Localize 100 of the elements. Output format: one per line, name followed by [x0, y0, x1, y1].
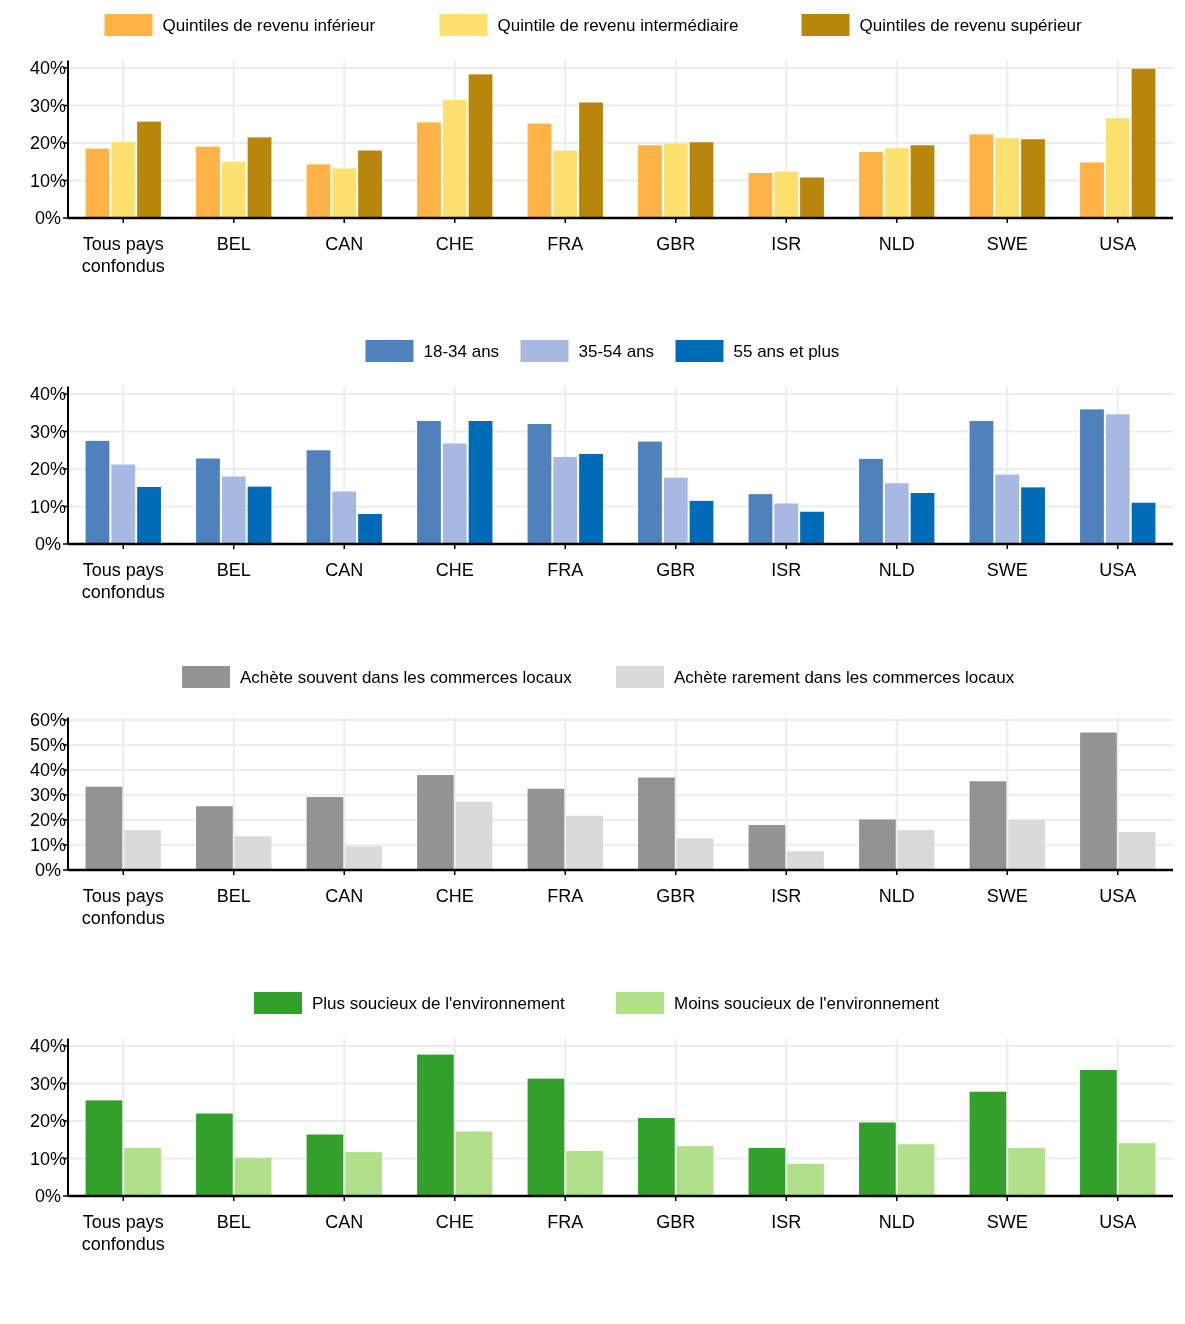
legend-label: Achète rarement dans les commerces locaux — [674, 668, 1015, 687]
bar — [196, 1113, 233, 1196]
x-tick-label: SWE — [986, 234, 1028, 254]
legend-label: Quintile de revenu intermédiaire — [497, 16, 739, 35]
x-tick-label: CHE — [435, 560, 474, 580]
x-tick-label: FRA — [547, 1212, 584, 1232]
bar — [1008, 1148, 1045, 1196]
x-tick-label: GBR — [656, 886, 696, 906]
x-tick-label: ISR — [771, 234, 802, 254]
bar — [1080, 1070, 1117, 1196]
bar — [897, 1144, 935, 1196]
bar — [995, 474, 1020, 544]
y-tick-label: 0% — [34, 208, 62, 228]
x-tick-label: CHE — [435, 234, 474, 254]
bar — [566, 1151, 603, 1196]
x-tick-label: CAN — [325, 560, 364, 580]
bar — [1021, 487, 1045, 544]
bar — [800, 511, 824, 544]
bar — [638, 441, 662, 544]
y-tick-label: 0% — [34, 534, 62, 554]
bar — [137, 121, 161, 218]
bar — [455, 1131, 493, 1196]
bar — [442, 99, 467, 218]
bar — [1021, 139, 1045, 218]
y-tick-label: 30% — [29, 95, 67, 116]
bar — [85, 440, 110, 544]
x-tick-label: NLD — [878, 1212, 915, 1232]
bar — [566, 815, 603, 870]
bar — [748, 825, 786, 870]
bar — [1105, 118, 1130, 218]
bar — [442, 443, 467, 544]
bar — [124, 1148, 161, 1196]
bar — [859, 458, 883, 544]
bar — [663, 477, 688, 544]
bar — [969, 421, 994, 544]
x-tick-label: USA — [1099, 234, 1137, 254]
bar — [638, 145, 662, 218]
x-tick-label: BEL — [216, 886, 251, 906]
bar — [196, 806, 233, 870]
bar — [85, 148, 110, 218]
y-tick-label: 10% — [29, 835, 67, 855]
x-tick-label: GBR — [656, 234, 696, 254]
legend-label: Quintiles de revenu supérieur — [859, 16, 1082, 35]
bar — [247, 137, 272, 218]
y-tick-label: 60% — [29, 710, 67, 730]
x-tick-label: GBR — [656, 560, 696, 580]
bar — [417, 421, 441, 544]
bar — [553, 457, 578, 544]
y-tick-label: 20% — [29, 810, 67, 830]
bar — [1131, 502, 1156, 544]
x-tick-label: CAN — [325, 1212, 364, 1232]
x-tick-label: FRA — [547, 234, 584, 254]
bar — [1105, 414, 1130, 544]
bar — [748, 1148, 786, 1196]
y-tick-label: 20% — [29, 459, 67, 479]
bar — [1080, 162, 1104, 218]
y-tick-label: 50% — [29, 735, 67, 755]
bar — [221, 476, 246, 544]
y-tick-label: 40% — [29, 58, 67, 78]
bar — [332, 491, 357, 544]
bar — [234, 836, 272, 870]
x-tick-label: ISR — [771, 560, 802, 580]
bar — [1131, 68, 1156, 218]
x-tick-label: GBR — [656, 1212, 696, 1232]
bar — [527, 1078, 565, 1196]
bar — [1080, 732, 1117, 870]
bar — [553, 150, 578, 218]
bar — [234, 1157, 272, 1196]
bar — [689, 500, 714, 544]
bar — [527, 123, 552, 218]
bar — [85, 786, 123, 870]
bar — [468, 74, 493, 218]
x-tick-label: USA — [1099, 560, 1137, 580]
bar — [85, 1100, 123, 1197]
x-tick-label: Tous pays confondus — [81, 234, 165, 276]
bar — [417, 122, 441, 218]
y-tick-label: 10% — [29, 170, 67, 191]
y-tick-label: 20% — [29, 1111, 67, 1131]
bar — [884, 483, 909, 544]
bar — [1080, 409, 1104, 544]
x-tick-label: ISR — [771, 1212, 802, 1232]
x-tick-label: NLD — [878, 234, 915, 254]
bar — [345, 1152, 382, 1196]
x-tick-label: SWE — [986, 1212, 1028, 1232]
bar — [1118, 832, 1156, 870]
x-tick-label: USA — [1099, 886, 1137, 906]
bar — [527, 788, 565, 870]
y-tick-label: 10% — [29, 1148, 67, 1169]
legend-label: Quintiles de revenu inférieur — [162, 16, 376, 35]
y-tick-label: 30% — [29, 421, 67, 442]
bar — [859, 1122, 896, 1196]
x-tick-label: SWE — [986, 886, 1028, 906]
legend-label: 55 ans et plus — [733, 342, 840, 361]
bar — [527, 424, 552, 544]
bar — [800, 177, 824, 218]
bar — [638, 1118, 675, 1196]
bar — [859, 152, 883, 218]
y-tick-label: 30% — [29, 1073, 67, 1094]
y-tick-label: 10% — [29, 496, 67, 517]
y-tick-label: 30% — [29, 785, 67, 805]
